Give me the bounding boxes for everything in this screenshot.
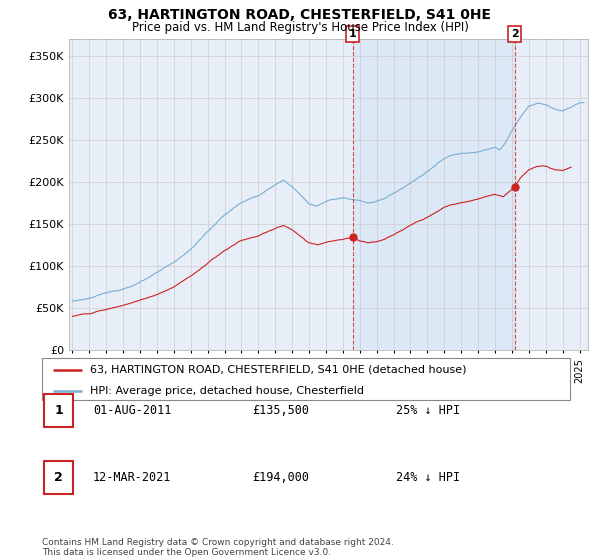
- Text: 12-MAR-2021: 12-MAR-2021: [93, 471, 172, 484]
- Text: 63, HARTINGTON ROAD, CHESTERFIELD, S41 0HE (detached house): 63, HARTINGTON ROAD, CHESTERFIELD, S41 0…: [89, 365, 466, 375]
- FancyBboxPatch shape: [42, 358, 570, 400]
- Text: £194,000: £194,000: [252, 471, 309, 484]
- Text: 63, HARTINGTON ROAD, CHESTERFIELD, S41 0HE: 63, HARTINGTON ROAD, CHESTERFIELD, S41 0…: [109, 8, 491, 22]
- Text: 01-AUG-2011: 01-AUG-2011: [93, 404, 172, 417]
- Text: 2: 2: [54, 471, 63, 484]
- Text: Price paid vs. HM Land Registry's House Price Index (HPI): Price paid vs. HM Land Registry's House …: [131, 21, 469, 34]
- Text: 1: 1: [54, 404, 63, 417]
- Text: 1: 1: [349, 29, 356, 39]
- FancyBboxPatch shape: [44, 461, 73, 494]
- Text: £135,500: £135,500: [252, 404, 309, 417]
- Text: 2: 2: [511, 29, 518, 39]
- Text: HPI: Average price, detached house, Chesterfield: HPI: Average price, detached house, Ches…: [89, 386, 364, 396]
- FancyBboxPatch shape: [44, 394, 73, 427]
- Text: 24% ↓ HPI: 24% ↓ HPI: [396, 471, 460, 484]
- Bar: [353, 39, 515, 350]
- Text: Contains HM Land Registry data © Crown copyright and database right 2024.
This d: Contains HM Land Registry data © Crown c…: [42, 538, 394, 557]
- Text: 25% ↓ HPI: 25% ↓ HPI: [396, 404, 460, 417]
